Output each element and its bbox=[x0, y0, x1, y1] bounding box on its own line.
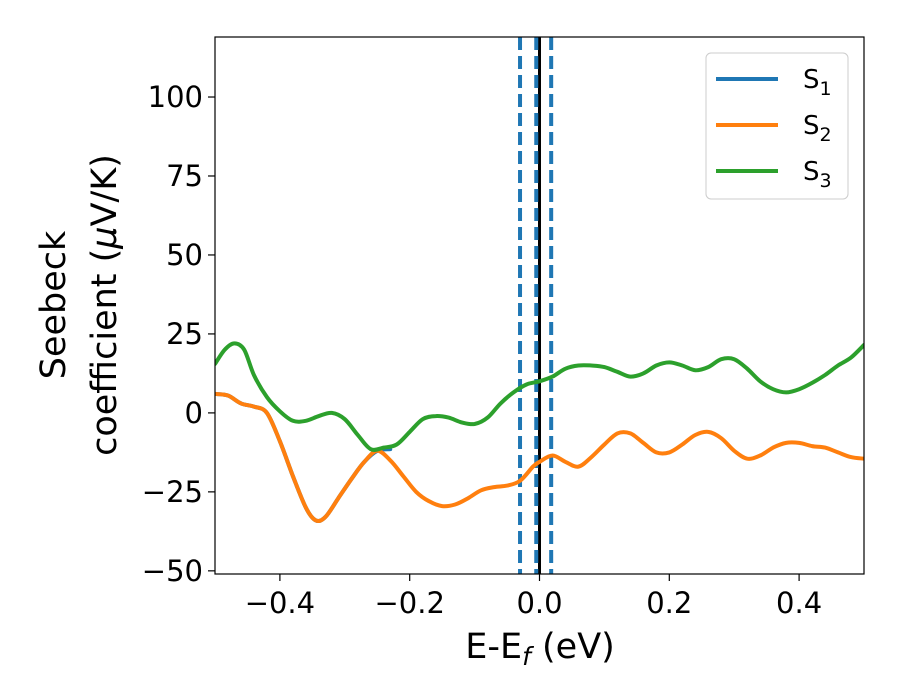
legend-item-s2: S2 bbox=[716, 111, 832, 146]
series-line-s2 bbox=[215, 391, 864, 523]
series-line-s3 bbox=[215, 341, 864, 452]
y-tick-label: 25 bbox=[166, 317, 203, 351]
y-tick-label: −50 bbox=[142, 554, 203, 588]
legend-label-s2: S2 bbox=[803, 111, 832, 146]
legend-label-s3: S3 bbox=[803, 157, 832, 192]
x-axis-label: E-Ef (eV) bbox=[465, 627, 615, 671]
x-tick-label: −0.4 bbox=[245, 586, 315, 620]
y-tick-label: −25 bbox=[142, 475, 203, 509]
legend-item-s3: S3 bbox=[716, 157, 832, 192]
y-axis-label: Seebeck coefficient (μV/K) bbox=[34, 154, 125, 456]
series-layer bbox=[215, 341, 864, 523]
legend: S1 S2 S3 bbox=[705, 52, 849, 200]
y-axis-ticks: −50 −25 0 25 50 75 100 bbox=[142, 80, 215, 588]
x-tick-label: 0.4 bbox=[776, 586, 822, 620]
y-tick-label: 75 bbox=[166, 159, 203, 193]
y-tick-label: 0 bbox=[185, 396, 203, 430]
x-tick-label: −0.2 bbox=[374, 586, 444, 620]
x-axis-ticks: −0.4 −0.2 0.0 0.2 0.4 bbox=[245, 574, 822, 620]
y-tick-label: 100 bbox=[148, 80, 203, 114]
legend-item-s1: S1 bbox=[716, 65, 832, 100]
y-tick-label: 50 bbox=[166, 238, 203, 272]
y-axis-label-line2: coefficient (μV/K) bbox=[85, 154, 125, 456]
legend-label-s1: S1 bbox=[803, 65, 832, 100]
x-tick-label: 0.2 bbox=[646, 586, 692, 620]
x-tick-label: 0.0 bbox=[516, 586, 562, 620]
y-axis-label-line1: Seebeck bbox=[34, 230, 74, 379]
vertical-lines-layer bbox=[518, 37, 554, 574]
